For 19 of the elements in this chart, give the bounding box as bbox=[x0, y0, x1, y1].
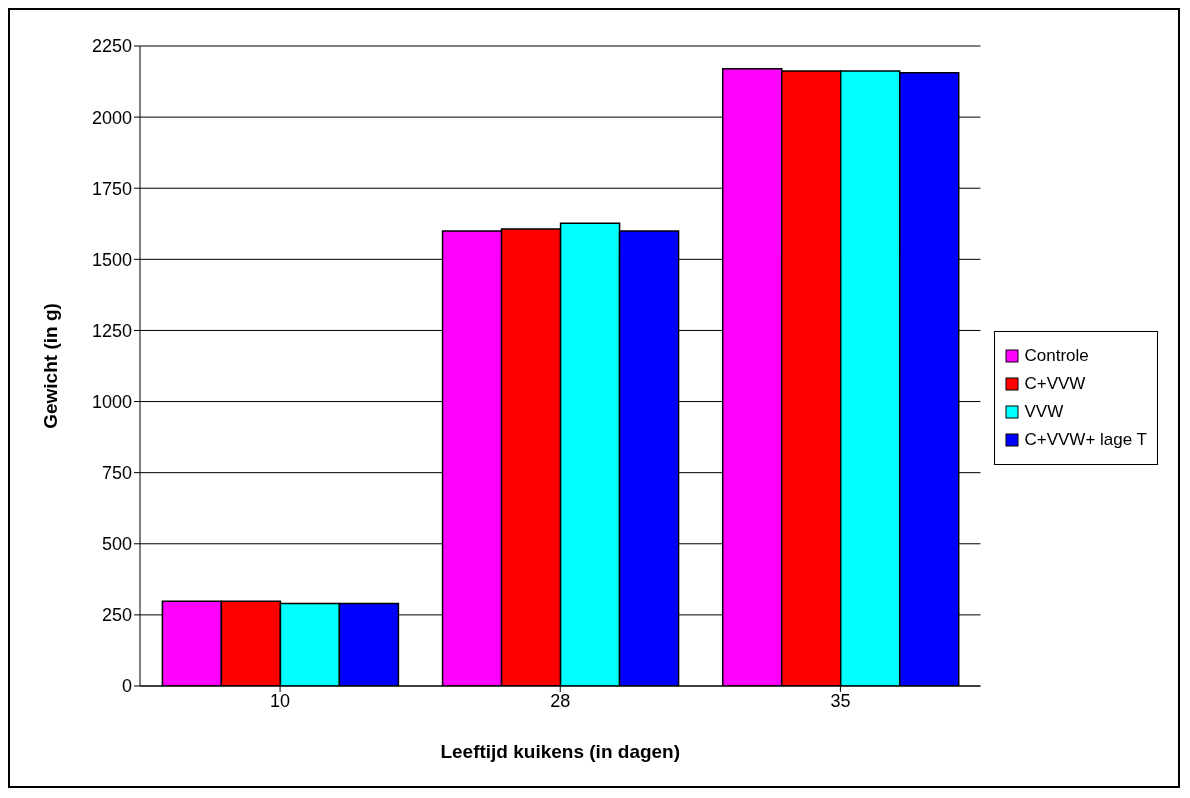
x-tick-label: 35 bbox=[830, 690, 851, 711]
y-tick-label: 1250 bbox=[91, 320, 132, 341]
legend-label: C+VVW+ lage T bbox=[1024, 430, 1147, 450]
legend-label: C+VVW bbox=[1024, 374, 1086, 394]
x-tick-label: 10 bbox=[270, 690, 291, 711]
legend-label: VVW bbox=[1024, 402, 1064, 422]
y-tick-label: 1750 bbox=[91, 178, 132, 199]
x-tick-label: 28 bbox=[550, 690, 571, 711]
y-tick-label: 250 bbox=[101, 605, 132, 626]
y-tick-label: 1500 bbox=[91, 249, 132, 270]
y-tick-label: 1000 bbox=[91, 391, 132, 412]
y-tick-label: 2250 bbox=[91, 36, 132, 57]
y-tick-label: 500 bbox=[101, 534, 132, 555]
legend-label: Controle bbox=[1024, 346, 1089, 366]
x-axis-title: Leeftijd kuikens (in dagen) bbox=[440, 741, 681, 762]
y-tick-label: 2000 bbox=[91, 107, 132, 128]
y-axis-title: Gewicht (in g) bbox=[39, 303, 61, 429]
y-tick-label: 750 bbox=[101, 463, 132, 484]
y-tick-label: 0 bbox=[121, 676, 132, 697]
